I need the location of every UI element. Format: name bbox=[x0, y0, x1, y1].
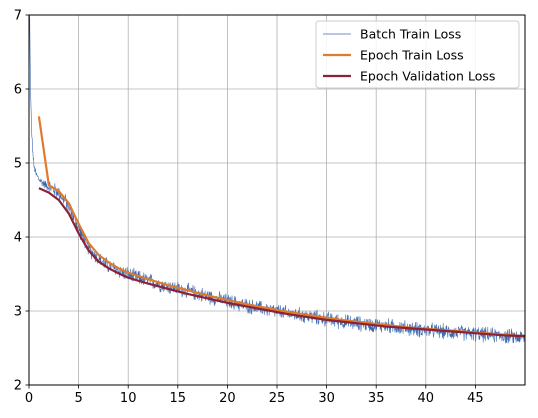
y-tick-label: 3 bbox=[14, 305, 22, 320]
y-tick-label: 4 bbox=[14, 231, 22, 246]
y-tick-label: 6 bbox=[14, 83, 22, 98]
x-tick-label: 25 bbox=[269, 391, 286, 406]
x-tick-label: 15 bbox=[170, 391, 187, 406]
x-tick-label: 5 bbox=[74, 391, 82, 406]
x-tick-label: 0 bbox=[25, 391, 33, 406]
series-layer bbox=[29, 14, 526, 344]
x-tick-label: 20 bbox=[219, 391, 236, 406]
series-line-2 bbox=[38, 187, 526, 338]
legend-box bbox=[315, 20, 520, 89]
x-tick-label: 40 bbox=[418, 391, 435, 406]
legend-label: Epoch Validation Loss bbox=[360, 69, 495, 84]
y-tick-label: 7 bbox=[14, 9, 22, 24]
legend-label: Batch Train Loss bbox=[360, 27, 461, 42]
x-tick-label: 30 bbox=[318, 391, 335, 406]
y-tick-label: 2 bbox=[14, 379, 22, 394]
y-tick-label: 5 bbox=[14, 157, 22, 172]
legend-label: Epoch Train Loss bbox=[360, 48, 464, 63]
x-tick-label: 10 bbox=[120, 391, 137, 406]
series-line-1 bbox=[37, 116, 526, 338]
x-tick-label: 35 bbox=[368, 391, 385, 406]
x-tick-label: 45 bbox=[467, 391, 484, 406]
legend: Batch Train Loss Epoch Train Loss Epoch Va… bbox=[315, 20, 520, 89]
